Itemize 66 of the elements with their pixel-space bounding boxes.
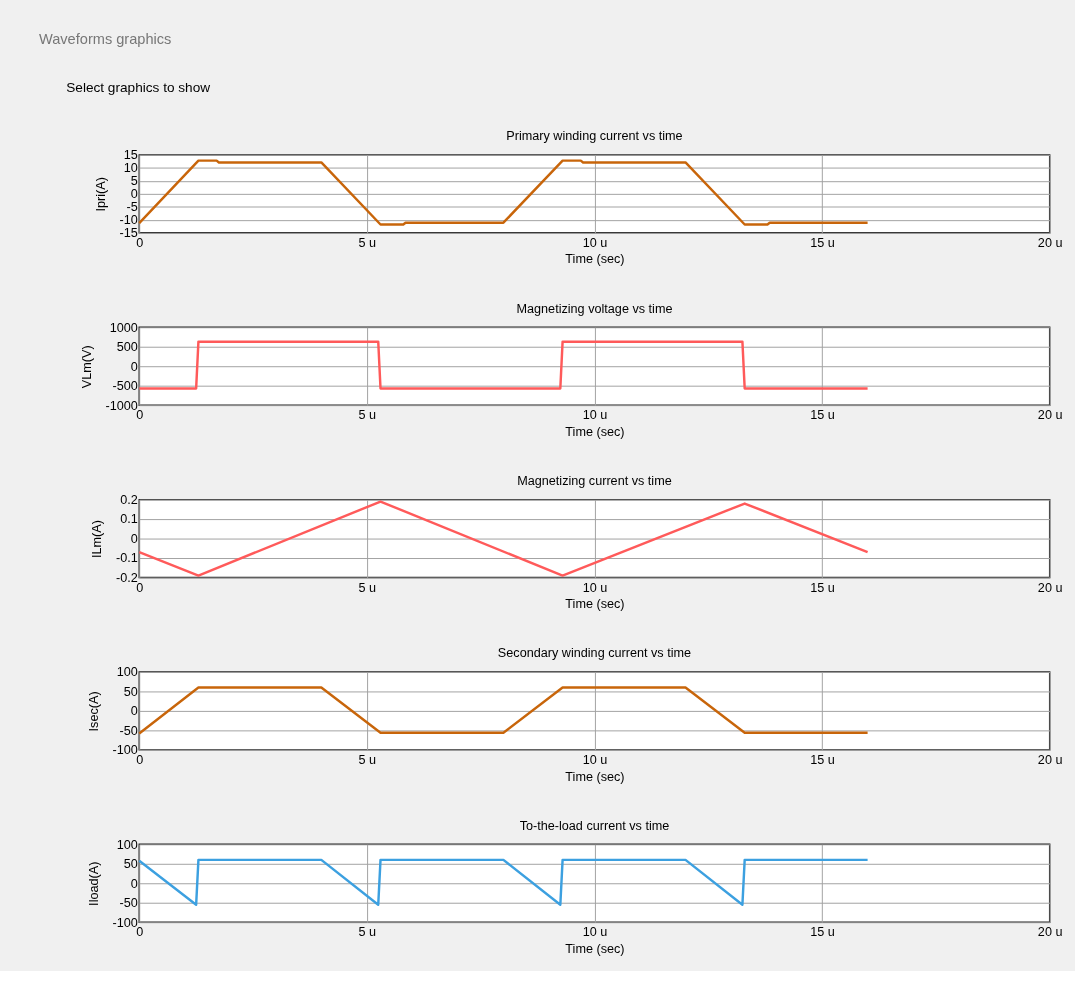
y-tick-label: 0 — [130, 359, 138, 374]
y-axis-title: Isec(A) — [86, 691, 101, 732]
y-tick-label: 5 — [130, 174, 138, 189]
y-tick-label: -10 — [119, 213, 138, 228]
x-axis-title: Time (sec) — [565, 424, 625, 439]
y-tick-label: -0.1 — [115, 551, 138, 566]
x-tick-label: 5 u — [358, 235, 377, 250]
x-tick-label: 5 u — [358, 752, 377, 767]
y-tick-label: 0.1 — [120, 512, 138, 527]
y-tick-label: 0 — [130, 187, 138, 202]
y-tick-label: -500 — [112, 379, 138, 394]
x-tick-label: 5 u — [358, 580, 377, 595]
text: Waveforms graphics — [38, 30, 172, 47]
x-axis-title: Time (sec) — [565, 769, 625, 784]
x-tick-label: 20 u — [1037, 235, 1063, 250]
y-tick-label: 0.2 — [120, 493, 138, 507]
y-tick-label: 500 — [116, 340, 138, 355]
x-tick-label: 15 u — [810, 408, 835, 423]
y-tick-label: 100 — [116, 665, 138, 680]
x-axis-title: Time (sec) — [565, 252, 625, 267]
x-tick-label: 10 u — [582, 408, 608, 423]
y-tick-label: 100 — [116, 837, 138, 852]
y-tick-label: -100 — [112, 915, 138, 930]
x-tick-label: 20 u — [1037, 580, 1063, 595]
y-tick-label: -50 — [119, 723, 138, 738]
x-tick-label: 5 u — [358, 408, 377, 423]
y-tick-label: -15 — [119, 226, 138, 241]
x-tick-label: 15 u — [810, 235, 835, 250]
x-tick-label: 10 u — [582, 925, 608, 940]
y-tick-label: 1000 — [109, 320, 138, 335]
x-tick-label: 10 u — [582, 235, 608, 250]
y-tick-label: 15 — [123, 148, 138, 163]
chart-title: Primary winding current vs time — [506, 129, 683, 144]
x-tick-label: 20 u — [1037, 925, 1063, 940]
chart-title: Magnetizing voltage vs time — [516, 301, 673, 316]
x-axis-title: Time (sec) — [565, 597, 625, 612]
x-tick-label: 20 u — [1037, 752, 1063, 767]
y-tick-label: -100 — [112, 743, 138, 758]
y-tick-label: 50 — [123, 684, 138, 699]
y-tick-label: -50 — [119, 896, 138, 911]
chart-title: Secondary winding current vs time — [497, 646, 692, 661]
y-axis-title: ILm(A) — [90, 520, 105, 559]
x-tick-label: 15 u — [810, 580, 835, 595]
y-tick-label: 0 — [130, 876, 138, 891]
x-tick-label: 10 u — [582, 752, 608, 767]
y-tick-label: 10 — [123, 161, 138, 176]
chart-title: Magnetizing current vs time — [517, 474, 672, 489]
x-tick-label: 20 u — [1037, 408, 1063, 423]
x-tick-label: 5 u — [358, 925, 377, 940]
y-tick-label: 0 — [130, 704, 138, 719]
text: Select graphics to show — [66, 79, 211, 95]
y-tick-label: 50 — [123, 857, 138, 872]
x-axis-title: Time (sec) — [565, 941, 625, 956]
y-tick-label: 0 — [130, 531, 138, 546]
x-tick-label: 15 u — [810, 752, 835, 767]
y-axis-title: VLm(V) — [79, 345, 94, 389]
chart-title: To-the-load current vs time — [519, 818, 670, 833]
line-series — [138, 500, 869, 577]
x-tick-label: 15 u — [810, 925, 835, 940]
y-tick-label: -1000 — [105, 398, 138, 413]
y-axis-title: Ipri(A) — [93, 177, 108, 212]
y-axis-title: Iload(A) — [86, 861, 101, 906]
line-series — [138, 159, 869, 226]
x-tick-label: 10 u — [582, 580, 608, 595]
y-tick-label: -5 — [126, 200, 138, 215]
y-tick-label: -0.2 — [115, 570, 138, 585]
